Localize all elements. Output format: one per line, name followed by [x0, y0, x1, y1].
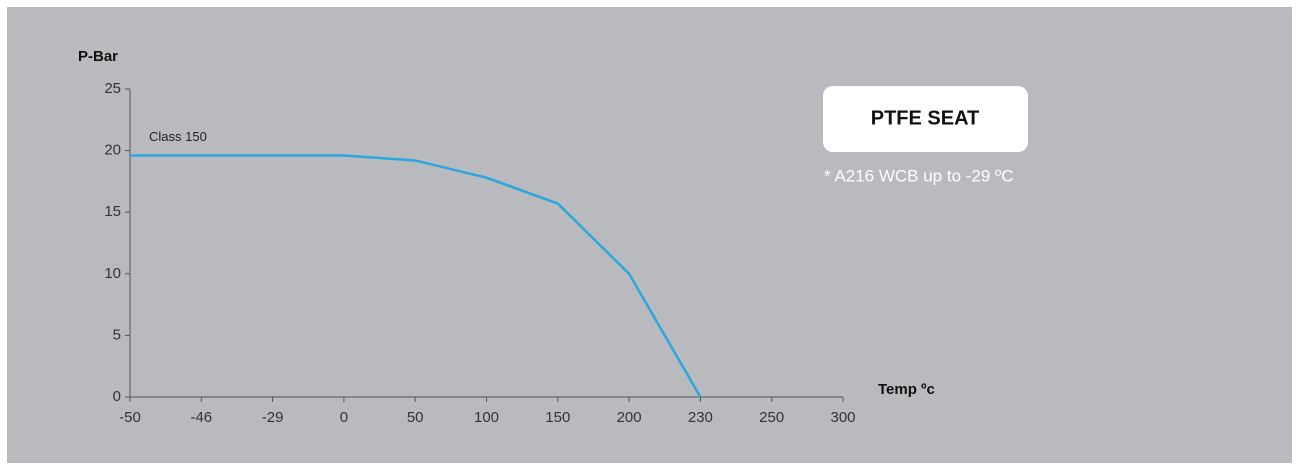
x-tick-label: -29: [262, 409, 284, 426]
note: * A216 WCB up to -29 ºC: [824, 166, 1014, 185]
x-tick-label: 250: [759, 409, 784, 426]
x-tick-label: 0: [340, 409, 348, 426]
x-tick-label: 150: [545, 409, 570, 426]
y-tick-label: 5: [113, 326, 121, 343]
x-axis-label: Temp ºc: [878, 381, 935, 398]
y-tick-label: 15: [104, 203, 121, 220]
chart-background: [7, 7, 1292, 463]
y-tick-label: 20: [104, 142, 121, 159]
badge: PTFE SEAT: [871, 107, 980, 129]
y-tick-label: 0: [113, 388, 121, 405]
x-tick-label: 230: [688, 409, 713, 426]
x-tick-label: -50: [119, 409, 141, 426]
series-line: [130, 154, 702, 398]
y-tick-label: 25: [104, 80, 121, 97]
badge-box: [823, 86, 1028, 152]
x-tick-label: -46: [190, 409, 212, 426]
series-label: Class 150: [149, 129, 207, 144]
y-tick-label: 10: [104, 265, 121, 282]
x-tick-label: 50: [407, 409, 424, 426]
x-tick-label: 100: [474, 409, 499, 426]
y-axis-label: P-Bar: [78, 48, 118, 65]
x-tick-label: 300: [830, 409, 855, 426]
x-tick-label: 200: [617, 409, 642, 426]
